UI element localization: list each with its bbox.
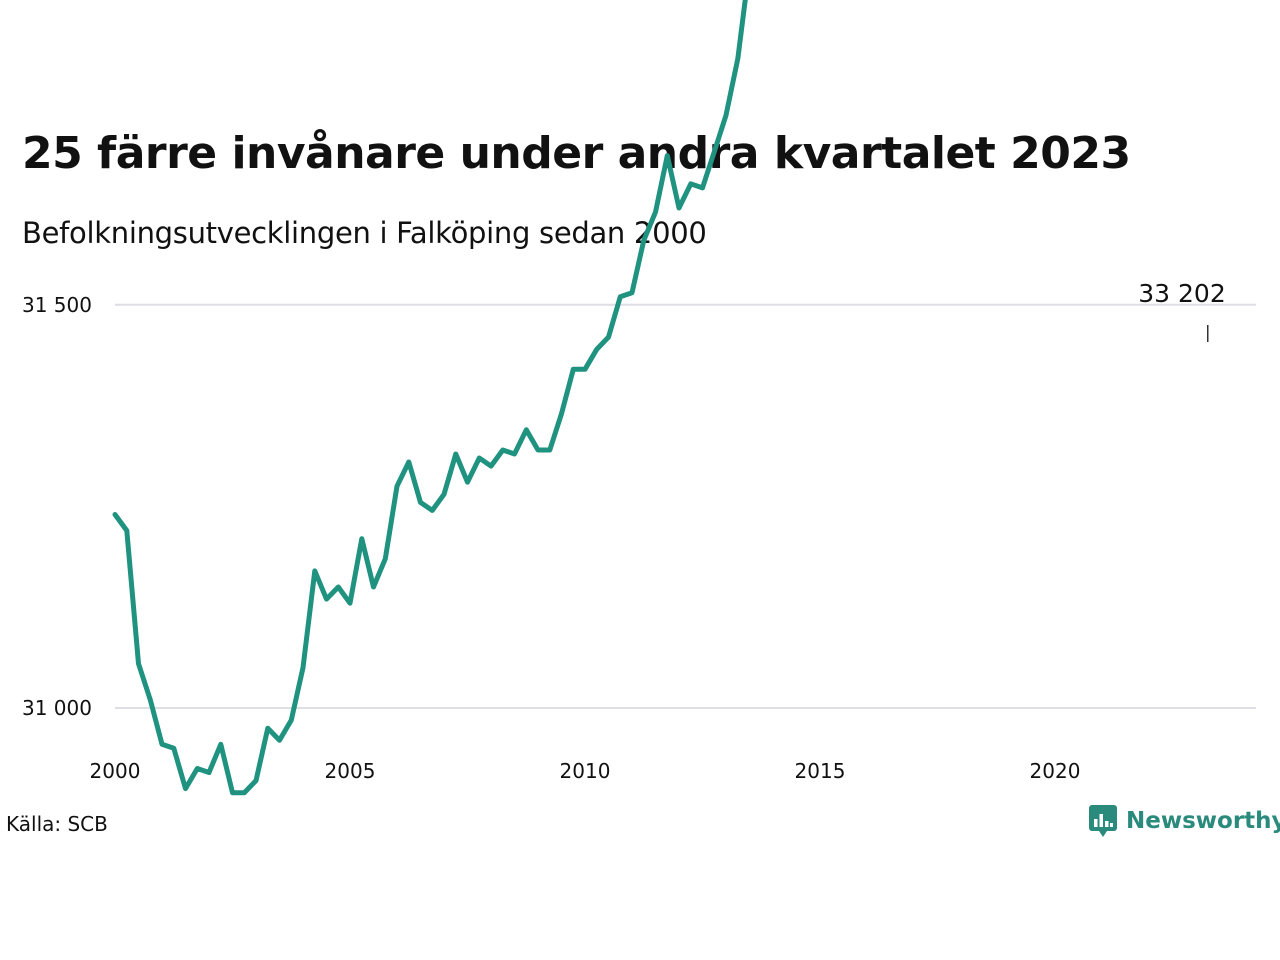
brand-name: Newsworthy [1126,808,1280,834]
annotation-label: 33 202 [1138,279,1225,308]
source-note: Källa: SCB [6,812,108,836]
x-tick-label: 2000 [90,759,141,783]
x-tick-label: 2015 [795,759,846,783]
annotation-layer: 33 202 [1138,279,1226,342]
brand-logo[interactable]: Newsworthy [1088,804,1280,838]
x-axis-labels: 2000 2005 2010 2015 2020 [90,759,1081,783]
series-layer [112,0,748,796]
gridlines [115,303,1256,709]
y-tick-label: 31 500 [22,293,92,317]
y-tick-label: 31 000 [22,696,92,720]
newsworthy-logo-icon [1089,805,1117,837]
x-tick-label: 2005 [325,759,376,783]
series-line-0 [112,0,748,796]
chart-title: 25 färre invånare under andra kvartalet … [22,128,1131,179]
x-tick-label: 2020 [1030,759,1081,783]
chart-subtitle: Befolkningsutvecklingen i Falköping seda… [22,216,707,250]
x-tick-label: 2010 [560,759,611,783]
